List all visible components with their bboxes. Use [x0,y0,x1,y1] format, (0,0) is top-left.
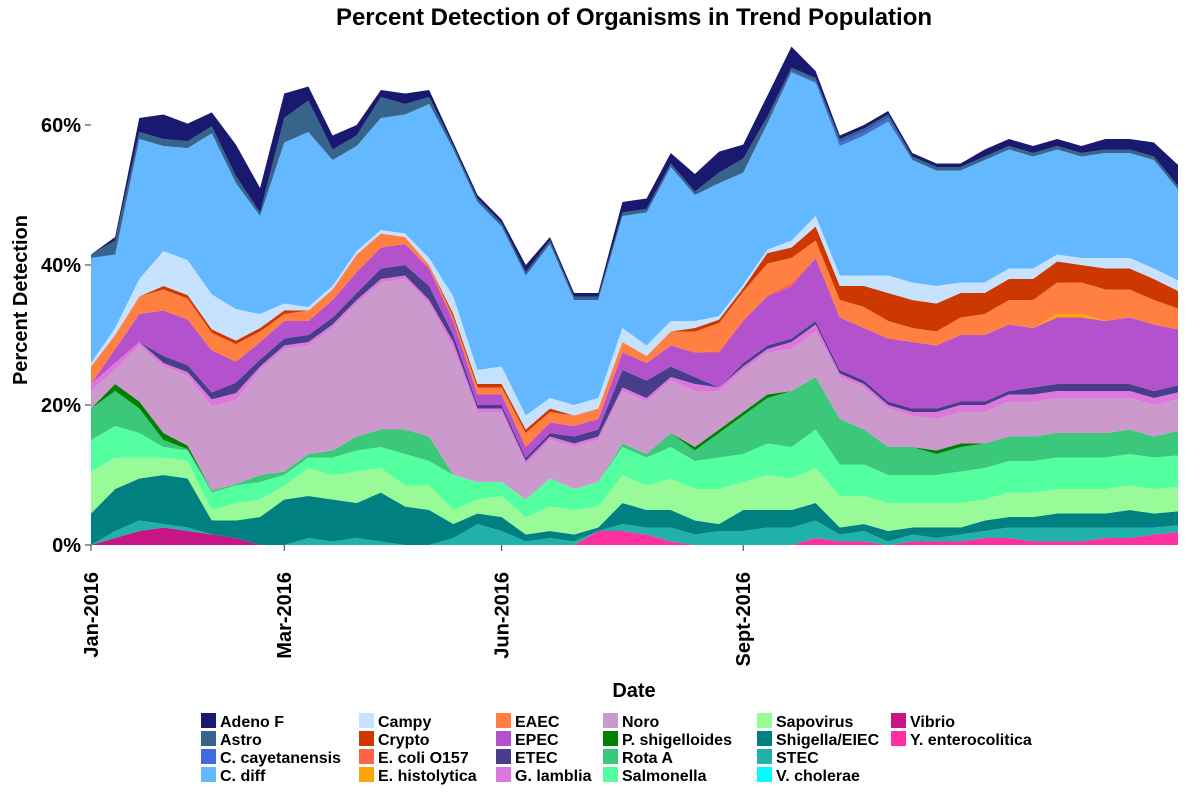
legend-label: C. cayetanensis [220,750,341,767]
x-tick-label: Mar-2016 [274,572,296,659]
legend-label: EPEC [515,732,559,749]
legend-swatch [757,749,772,764]
legend-label: Adeno F [220,714,284,731]
legend-label: EAEC [515,714,560,731]
legend-swatch [603,731,618,746]
x-axis: Jan-2016 Mar-2016 Jun-2016 Sept-2016 [81,545,755,667]
legend-swatch [496,731,511,746]
legend-swatch [891,713,906,728]
legend-label: P. shigelloides [622,732,732,749]
x-axis-title: Date [612,680,655,702]
legend-swatch [496,767,511,782]
legend-label: Campy [378,714,431,731]
legend-label: E. histolytica [378,768,477,785]
legend-label: STEC [776,750,819,767]
legend-label: E. coli O157 [378,750,469,767]
legend-swatch [757,767,772,782]
x-tick-label: Jan-2016 [81,572,103,658]
legend-swatch [201,713,216,728]
legend-label: Vibrio [910,714,955,731]
area-series-0 [91,531,1178,545]
area-series-12 [91,244,1178,458]
legend-label: Crypto [378,732,430,749]
legend-swatch [201,749,216,764]
legend-swatch [359,749,374,764]
area-series-5 [91,457,1178,535]
legend-swatch [757,731,772,746]
legend-swatch [359,767,374,782]
legend-swatch [891,731,906,746]
legend-label: G. lamblia [515,768,592,785]
x-tick-label: Jun-2016 [492,572,514,659]
legend-label: V. cholerae [776,768,860,785]
y-tick-label: 20% [41,395,81,417]
legend-swatch [359,731,374,746]
area-series-3 [91,520,1178,545]
chart-title: Percent Detection of Organisms in Trend … [336,4,932,31]
legend-swatch [359,713,374,728]
legend-swatch [201,767,216,782]
y-tick-label: 60% [41,115,81,137]
legend-label: ETEC [515,750,558,767]
legend-label: Rota A [622,750,673,767]
y-tick-label: 40% [41,255,81,277]
area-series-4 [91,475,1178,545]
legend-swatch [603,713,618,728]
x-tick-label: Sept-2016 [733,572,755,667]
area-series-9 [91,279,1178,500]
legend-label: Y. enterocolitica [910,732,1032,749]
y-axis: 0% 20% 40% 60% [41,115,91,557]
legend-label: Salmonella [622,768,707,785]
y-tick-label: 0% [52,535,81,557]
area-series-1 [91,527,1178,545]
area-series-6 [91,426,1178,517]
legend-swatch [496,749,511,764]
legend-swatch [201,731,216,746]
legend-label: Shigella/EIEC [776,732,880,749]
area-series-7 [91,377,1178,500]
legend-label: C. diff [220,768,266,785]
legend-label: Astro [220,732,262,749]
legend-label: Noro [622,714,660,731]
plot-area [91,46,1178,545]
legend-label: Sapovirus [776,714,853,731]
legend-swatch [603,767,618,782]
legend-swatch [496,713,511,728]
legend-swatch [757,713,772,728]
area-series-18 [91,72,1178,416]
y-axis-title: Percent Detection [10,215,32,385]
legend-swatch [603,749,618,764]
